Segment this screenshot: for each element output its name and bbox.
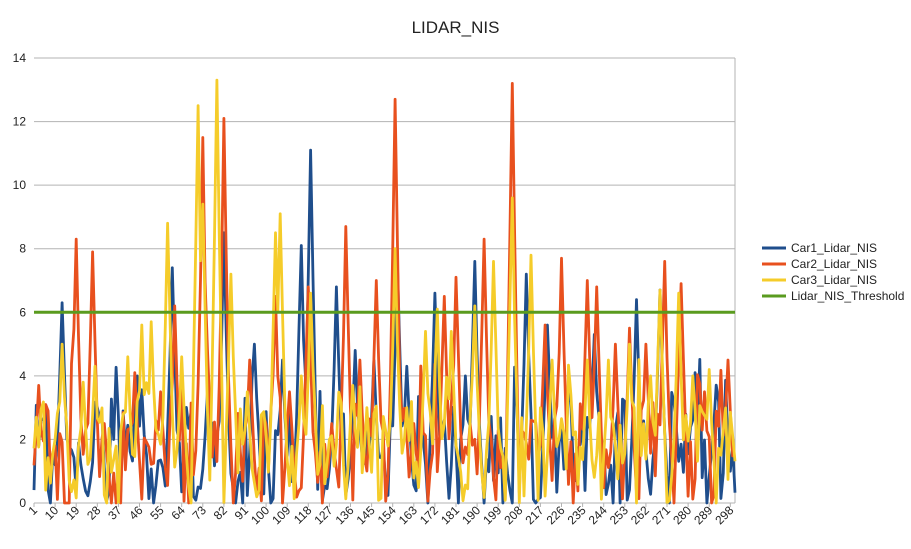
x-tick-label: 82 (211, 503, 231, 523)
x-tick-label: 91 (232, 503, 252, 523)
x-tick-label: 298 (712, 503, 736, 527)
x-tick-label: 46 (126, 503, 146, 523)
y-tick-label: 10 (13, 178, 27, 192)
x-tick-label: 163 (396, 503, 420, 527)
y-tick-label: 14 (13, 51, 27, 65)
x-tick-label: 154 (375, 503, 399, 527)
x-tick-label: 37 (105, 503, 125, 523)
x-tick-label: 280 (670, 503, 694, 527)
x-tick-label: 64 (168, 503, 188, 523)
x-tick-label: 208 (501, 503, 525, 527)
legend-layer: Car1_Lidar_NIS Car2_Lidar_NIS Car3_Lidar_N… (762, 241, 904, 303)
x-tick-label: 145 (354, 503, 378, 527)
x-tick-label: 73 (190, 503, 210, 523)
legend-label: Lidar_NIS_Threshold (791, 289, 904, 303)
x-tick-label: 136 (333, 503, 357, 527)
x-tick-label: 262 (628, 503, 652, 527)
x-tick-label: 19 (63, 503, 83, 523)
x-tick-label: 253 (607, 503, 631, 527)
x-tick-label: 190 (459, 503, 483, 527)
x-tick-label: 1 (25, 503, 40, 518)
x-tick-label: 28 (84, 503, 104, 523)
y-tick-label: 2 (19, 432, 26, 446)
x-tick-label: 199 (480, 503, 504, 527)
x-tick-label: 127 (311, 503, 335, 527)
x-tick-label: 181 (438, 503, 462, 527)
y-tick-label: 4 (19, 369, 26, 383)
series-line-car3_lidar_nis (32, 78, 737, 505)
legend-label: Car1_Lidar_NIS (791, 241, 877, 255)
y-tick-label: 0 (19, 496, 26, 510)
chart-title: LIDAR_NIS (411, 18, 500, 37)
y-tick-label: 6 (19, 305, 26, 319)
x-tick-label: 289 (691, 503, 715, 527)
x-tick-label: 271 (649, 503, 673, 527)
x-tick-label: 10 (42, 503, 62, 523)
x-tick-label: 217 (522, 503, 546, 527)
x-tick-label: 226 (544, 503, 568, 527)
x-tick-label: 118 (291, 503, 315, 527)
x-tick-label: 244 (586, 503, 610, 527)
x-tick-label: 55 (147, 503, 167, 523)
x-tick-label: 100 (248, 503, 272, 527)
series-line-car2_lidar_nis (32, 82, 736, 505)
y-tick-label: 8 (19, 242, 26, 256)
series-layer (32, 78, 737, 505)
legend-label: Car2_Lidar_NIS (791, 257, 877, 271)
legend-label: Car3_Lidar_NIS (791, 273, 877, 287)
y-tick-label: 12 (13, 115, 27, 129)
x-tick-label: 235 (565, 503, 589, 527)
x-tick-label: 109 (269, 503, 293, 527)
x-tick-label: 172 (417, 503, 441, 527)
